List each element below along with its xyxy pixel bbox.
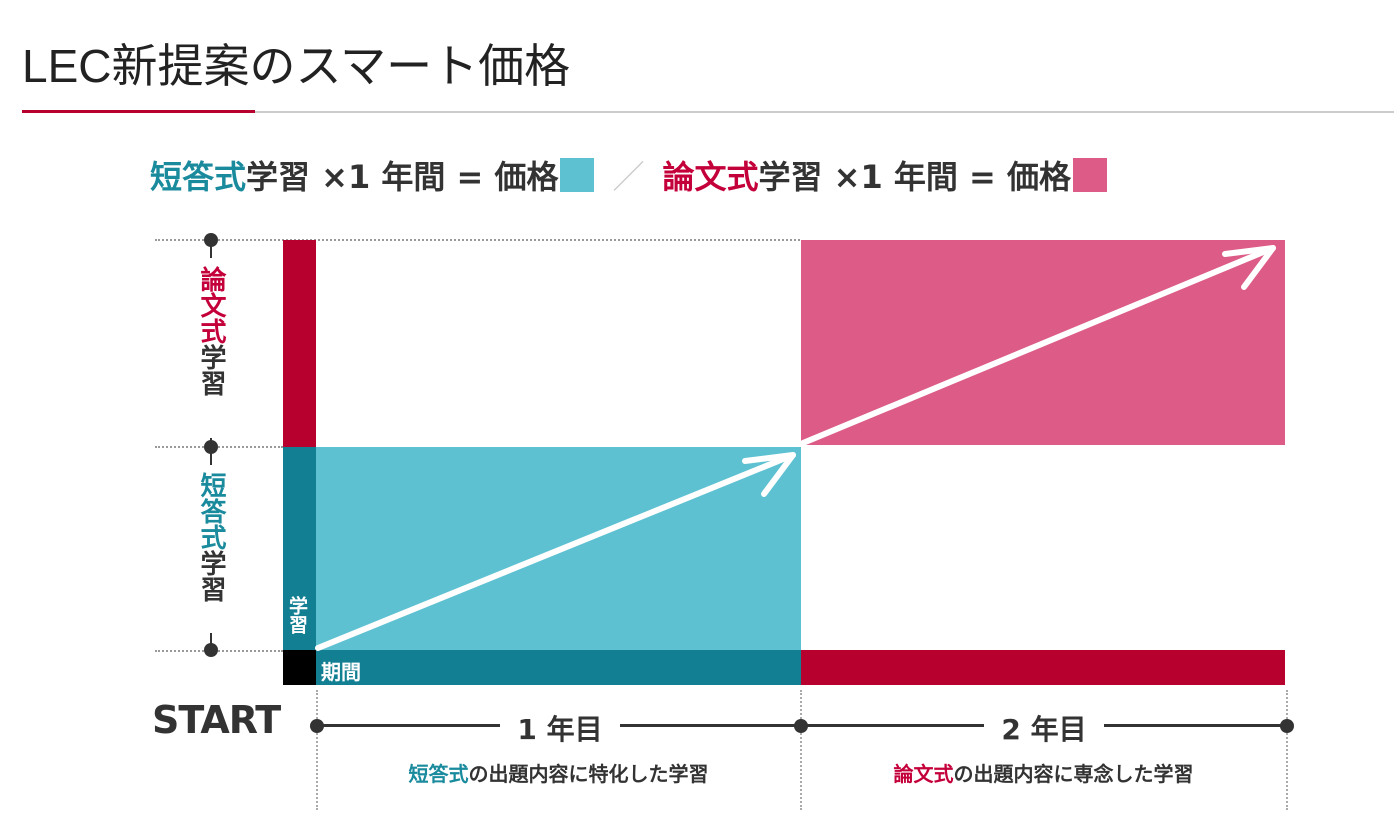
timeline-guide xyxy=(1286,690,1288,810)
axis-dot xyxy=(204,643,218,657)
essay-arrowhead xyxy=(1222,245,1276,290)
period-label: 期間 xyxy=(321,660,361,684)
year1-description: 短答式の出題内容に特化した学習 xyxy=(408,762,709,786)
year1-label: 1 年目 xyxy=(500,708,620,748)
formula-short-highlight: 短答式 xyxy=(150,158,247,196)
short-axis-label: 短答式 学習 xyxy=(196,472,226,602)
essay-period-bar xyxy=(801,650,1285,685)
formula-legend: 短答式 学習 ×1 年間 = 価格 ／ 論文式 学習 ×1 年間 = 価格 xyxy=(150,152,1107,198)
formula-separator: ／ xyxy=(612,158,645,196)
formula-essay-text: 学習 ×1 年間 = 価格 xyxy=(758,158,1071,196)
timeline-dot xyxy=(310,719,324,733)
start-label: START xyxy=(152,698,281,742)
short-swatch xyxy=(560,158,595,192)
short-arrowhead xyxy=(742,452,796,497)
essay-axis-label: 論文式 学習 xyxy=(196,266,226,396)
year2-description: 論文式の出題内容に専念した学習 xyxy=(893,762,1194,786)
axis-dot xyxy=(204,233,218,247)
short-arrow xyxy=(315,452,796,651)
short-period-bar xyxy=(316,650,801,685)
guide-bottom xyxy=(155,650,283,652)
formula-essay-highlight: 論文式 xyxy=(662,158,759,196)
short-study-bar xyxy=(283,447,316,650)
guide-top xyxy=(155,239,800,241)
page-title: LEC新提案のスマート価格 xyxy=(22,40,571,92)
origin-block xyxy=(283,650,316,685)
formula-short-text: 学習 ×1 年間 = 価格 xyxy=(246,158,559,196)
essay-swatch xyxy=(1072,158,1107,192)
year2-label: 2 年目 xyxy=(984,708,1104,748)
study-label: 学習 xyxy=(286,596,308,634)
timeline-guide xyxy=(316,690,318,810)
essay-arrow xyxy=(800,245,1276,446)
essay-study-bar xyxy=(283,240,316,447)
title-divider xyxy=(22,111,1394,113)
title-accent-line xyxy=(22,110,255,113)
axis-dot xyxy=(204,440,218,454)
timeline-guide xyxy=(800,690,802,810)
timeline-dot xyxy=(1280,719,1294,733)
guide-mid xyxy=(155,446,283,448)
timeline-dot xyxy=(794,719,808,733)
